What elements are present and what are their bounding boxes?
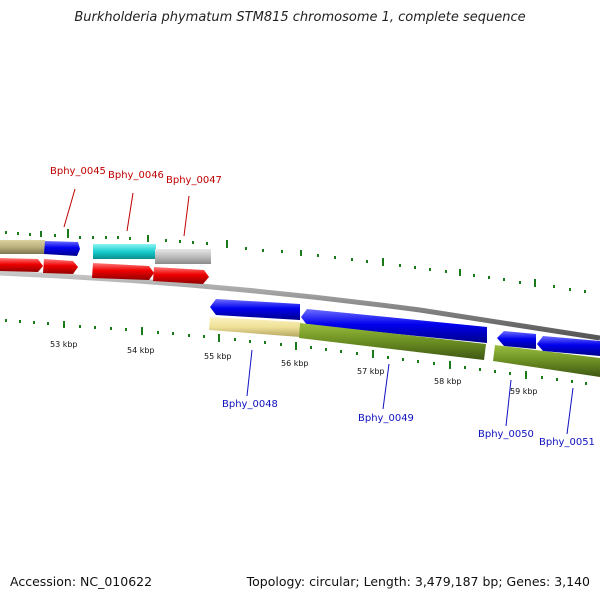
gene-arrow-bphy-0051[interactable] [537,336,600,356]
gene-label-bphy-0048[interactable]: Bphy_0048 [222,399,278,410]
map-title: Burkholderia phymatum STM815 chromosome … [74,10,526,25]
lower-feature-track [210,299,600,356]
cds-arrow-bphy-0045a[interactable] [0,258,43,272]
gene-arrow-bphy-0046[interactable] [93,244,156,259]
gene-label-bphy-0049[interactable]: Bphy_0049 [358,413,414,424]
cds-arrow-bphy-0045b[interactable] [43,259,78,274]
upper-feature-track [0,240,211,264]
cds-arrow-bphy-0046[interactable] [92,263,154,280]
upper-tick-ring [5,229,586,293]
gene-label-bphy-0051[interactable]: Bphy_0051 [539,437,595,448]
gene-arrow-bphy-0045[interactable] [44,241,80,256]
gene-label-bphy-0045[interactable]: Bphy_0045 [50,166,106,177]
leader-lines [63,188,190,237]
gene-labels: Bphy_0045 Bphy_0046 Bphy_0047 Bphy_0048 … [50,166,595,448]
scale-label-58kbp: 58 kbp [434,377,462,386]
gene-arrow-bphy-0047[interactable] [155,249,211,264]
feature-khaki [0,240,45,254]
cds-bar-bphy-0049[interactable] [299,323,486,360]
gene-arrow-bphy-0049[interactable] [301,309,487,343]
gene-arrow-bphy-0050[interactable] [497,331,536,349]
scale-label-55kbp: 55 kbp [204,352,232,361]
scale-label-54kbp: 54 kbp [127,346,155,355]
leader-lines-blue [246,349,574,435]
scale-label-59kbp: 59 kbp [510,387,538,396]
gene-label-bphy-0047[interactable]: Bphy_0047 [166,175,222,186]
scale-labels: 53 kbp 54 kbp 55 kbp 56 kbp 57 kbp 58 kb… [50,340,538,396]
cds-arrow-bphy-0047[interactable] [153,267,209,284]
chromosome-backbone [0,270,600,341]
scale-label-53kbp: 53 kbp [50,340,78,349]
summary-text: Topology: circular; Length: 3,479,187 bp… [246,574,590,589]
upper-cds-track [0,258,209,284]
gene-label-bphy-0046[interactable]: Bphy_0046 [108,170,164,181]
cds-bar-bphy-0048[interactable] [209,317,300,337]
accession-text: Accession: NC_010622 [10,574,153,589]
gene-label-bphy-0050[interactable]: Bphy_0050 [478,429,534,440]
lower-cds-track [209,317,600,377]
cds-bar-bphy-0050-0051[interactable] [493,345,600,377]
scale-label-56kbp: 56 kbp [281,359,309,368]
gene-arrow-bphy-0048[interactable] [210,299,300,320]
scale-label-57kbp: 57 kbp [357,367,385,376]
lower-tick-ring [5,319,587,385]
